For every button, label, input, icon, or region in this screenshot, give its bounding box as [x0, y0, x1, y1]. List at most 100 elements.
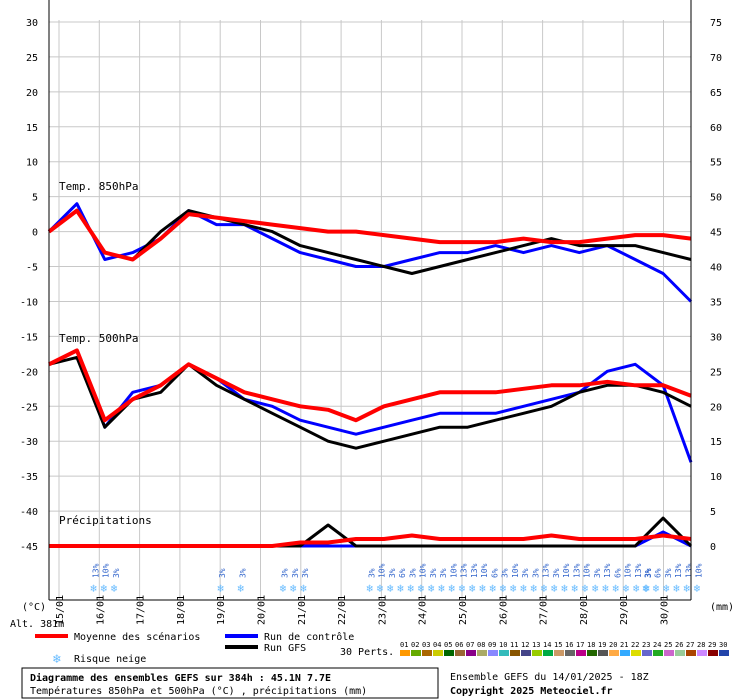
- pert-number: 14: [543, 641, 551, 649]
- date-label: 19/01: [216, 595, 227, 625]
- snowflake-icon: ❄: [571, 582, 578, 595]
- pert-swatch: [543, 650, 553, 656]
- date-label: 30/01: [660, 595, 671, 625]
- right-tick-label: 20: [710, 402, 722, 413]
- date-label: 26/01: [498, 595, 509, 625]
- snowflake-icon: ❄: [101, 582, 108, 595]
- date-label: 21/01: [297, 595, 308, 625]
- snow-risk-label: 13%: [542, 563, 551, 578]
- snow-risk-label: 3%: [644, 568, 653, 578]
- snow-risk-label: 13%: [674, 563, 683, 578]
- snowflake-icon: ❄: [602, 582, 609, 595]
- pert-swatch: [455, 650, 465, 656]
- snow-risk-label: 3%: [552, 568, 561, 578]
- pert-swatch: [400, 650, 410, 656]
- snowflake-icon: ❄: [448, 582, 455, 595]
- snow-risk-label: 10%: [449, 563, 458, 578]
- section-label-precip: Précipitations: [59, 514, 152, 527]
- pert-number: 17: [576, 641, 584, 649]
- snow-risk-label: 10%: [419, 563, 428, 578]
- pert-swatch: [620, 650, 630, 656]
- pert-swatch: [675, 650, 685, 656]
- altitude-label: Alt. 381m: [10, 619, 64, 630]
- pert-number: 30: [719, 641, 727, 649]
- snow-risk-label: 13%: [470, 563, 479, 578]
- date-label: 16/01: [95, 595, 106, 625]
- snowflake-icon: ❄: [643, 582, 650, 595]
- snowflake-icon: ❄: [673, 582, 680, 595]
- pert-number: 21: [620, 641, 628, 649]
- date-label: 27/01: [539, 595, 550, 625]
- right-tick-label: 5: [710, 507, 716, 518]
- snowflake-icon: ❄: [642, 582, 649, 595]
- snowflake-icon: ❄: [459, 582, 466, 595]
- section-label-t850: Temp. 850hPa: [59, 180, 138, 193]
- snow-risk-label: 6%: [654, 568, 663, 578]
- snowflake-icon: ❄: [428, 582, 435, 595]
- left-tick-label: -20: [20, 367, 38, 378]
- snowflake-icon: ❄: [280, 582, 287, 595]
- pert-swatch: [411, 650, 421, 656]
- pert-swatch: [422, 650, 432, 656]
- snow-risk-label: 3%: [521, 568, 530, 578]
- snowflake-icon: ❄: [438, 582, 445, 595]
- pert-swatch: [609, 650, 619, 656]
- left-tick-label: -25: [20, 402, 38, 413]
- pert-number: 03: [422, 641, 430, 649]
- pert-number: 11: [510, 641, 518, 649]
- snow-risk-label: 3%: [388, 568, 397, 578]
- snowflake-icon: ❄: [377, 582, 384, 595]
- pert-swatch: [631, 650, 641, 656]
- chart-title: Diagramme des ensembles GEFS sur 384h : …: [30, 672, 331, 684]
- snowflake-icon: ❄: [510, 582, 517, 595]
- right-tick-label: 45: [710, 228, 722, 239]
- snow-risk-label: 3%: [531, 568, 540, 578]
- pert-swatch: [521, 650, 531, 656]
- left-tick-label: -10: [20, 297, 38, 308]
- snowflake-icon: ❄: [397, 582, 404, 595]
- snow-risk-label: 10%: [480, 563, 489, 578]
- pert-swatch: [433, 650, 443, 656]
- left-tick-label: -35: [20, 472, 38, 483]
- gfs-t500-line: [48, 355, 692, 450]
- left-tick-label: -40: [20, 507, 38, 518]
- pert-number: 05: [444, 641, 452, 649]
- left-tick-label: 0: [32, 228, 38, 239]
- date-label: 20/01: [257, 595, 268, 625]
- snow-risk-label: 3%: [112, 568, 121, 578]
- snowflake-icon: ❄: [90, 582, 97, 595]
- right-tick-label: 60: [710, 123, 722, 134]
- snow-risk-label: 3%: [218, 568, 227, 578]
- ensemble-info: Ensemble GEFS du 14/01/2025 - 18Z: [450, 672, 649, 683]
- date-label: 23/01: [377, 595, 388, 625]
- snow-risk-label: 3%: [501, 568, 510, 578]
- snow-risk-label: 10%: [583, 563, 592, 578]
- snowflake-icon: ❄: [623, 582, 630, 595]
- chart-subtitle: Températures 850hPa et 500hPa (°C) , pré…: [30, 685, 367, 697]
- pert-number: 18: [587, 641, 595, 649]
- snow-risk-label: 3%: [367, 568, 376, 578]
- snow-risk-label: 10%: [511, 563, 520, 578]
- legend-gfs-label: Run GFS: [264, 643, 306, 654]
- left-tick-label: 5: [32, 193, 38, 204]
- pert-swatch: [444, 650, 454, 656]
- legend-snow-label: Risque neige: [74, 654, 146, 665]
- pert-number: 22: [631, 641, 639, 649]
- pert-number: 12: [521, 641, 529, 649]
- pert-swatch: [664, 650, 674, 656]
- right-tick-label: 35: [710, 297, 722, 308]
- snowflake-icon: ❄: [469, 582, 476, 595]
- ensemble-lines: ❄13%❄10%❄3%❄3%❄3%❄3%❄3%❄3%❄3%❄10%❄3%❄6%❄…: [47, 202, 704, 595]
- snow-risk-label: 3%: [439, 568, 448, 578]
- date-label: 15/01: [55, 595, 66, 625]
- snowflake-icon: ❄: [489, 582, 496, 595]
- pert-swatch: [565, 650, 575, 656]
- pert-number: 24: [653, 641, 661, 649]
- right-tick-label: 65: [710, 88, 722, 99]
- snow-risk-label: 3%: [238, 568, 247, 578]
- pert-swatch: [653, 650, 663, 656]
- pert-number: 01: [400, 641, 408, 649]
- right-tick-label: 50: [710, 193, 722, 204]
- info-box: [21, 667, 439, 699]
- snowflake-icon: ❄: [582, 582, 589, 595]
